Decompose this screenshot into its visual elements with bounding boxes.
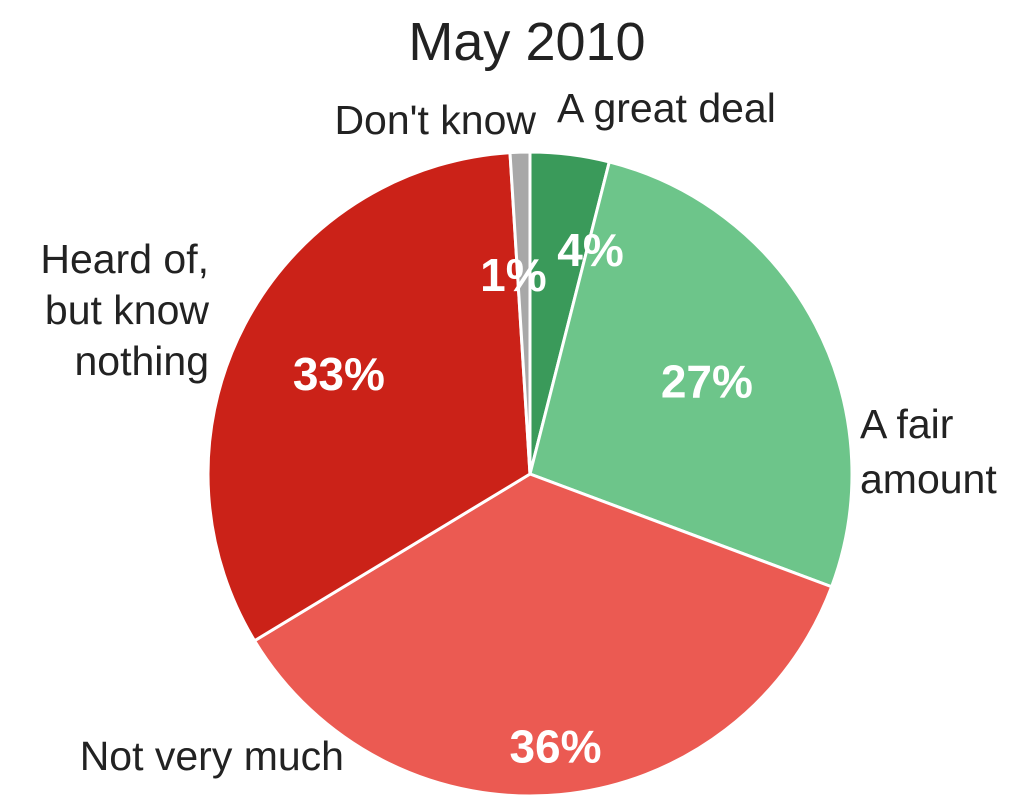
value-label: 4% [557, 224, 623, 276]
value-labels: 4% 27% 36% 33% 1% [293, 224, 753, 772]
category-label: A fair amount [860, 401, 997, 502]
category-label: A great deal [557, 85, 776, 131]
pie-slice-heard-of-but-know-nothing [206, 151, 532, 643]
value-label: 36% [509, 721, 601, 773]
category-label: Don't know [334, 97, 536, 143]
pie-slice-don-t-know [508, 150, 532, 476]
value-label: 27% [661, 355, 753, 407]
pie-slices [206, 150, 854, 798]
value-label: 1% [480, 249, 546, 301]
pie-slice-a-fair-amount [528, 160, 854, 589]
chart-title: May 2010 [408, 12, 645, 72]
category-label: Heard of, but know nothing [40, 236, 209, 384]
value-label: 33% [293, 348, 385, 400]
category-label: Not very much [80, 733, 344, 779]
category-labels: A great deal A fair amount Not very much Hea… [40, 85, 997, 779]
